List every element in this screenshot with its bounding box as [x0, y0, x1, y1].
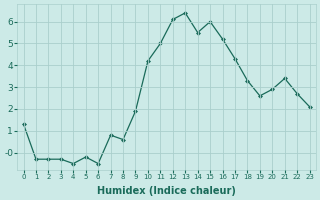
- X-axis label: Humidex (Indice chaleur): Humidex (Indice chaleur): [97, 186, 236, 196]
